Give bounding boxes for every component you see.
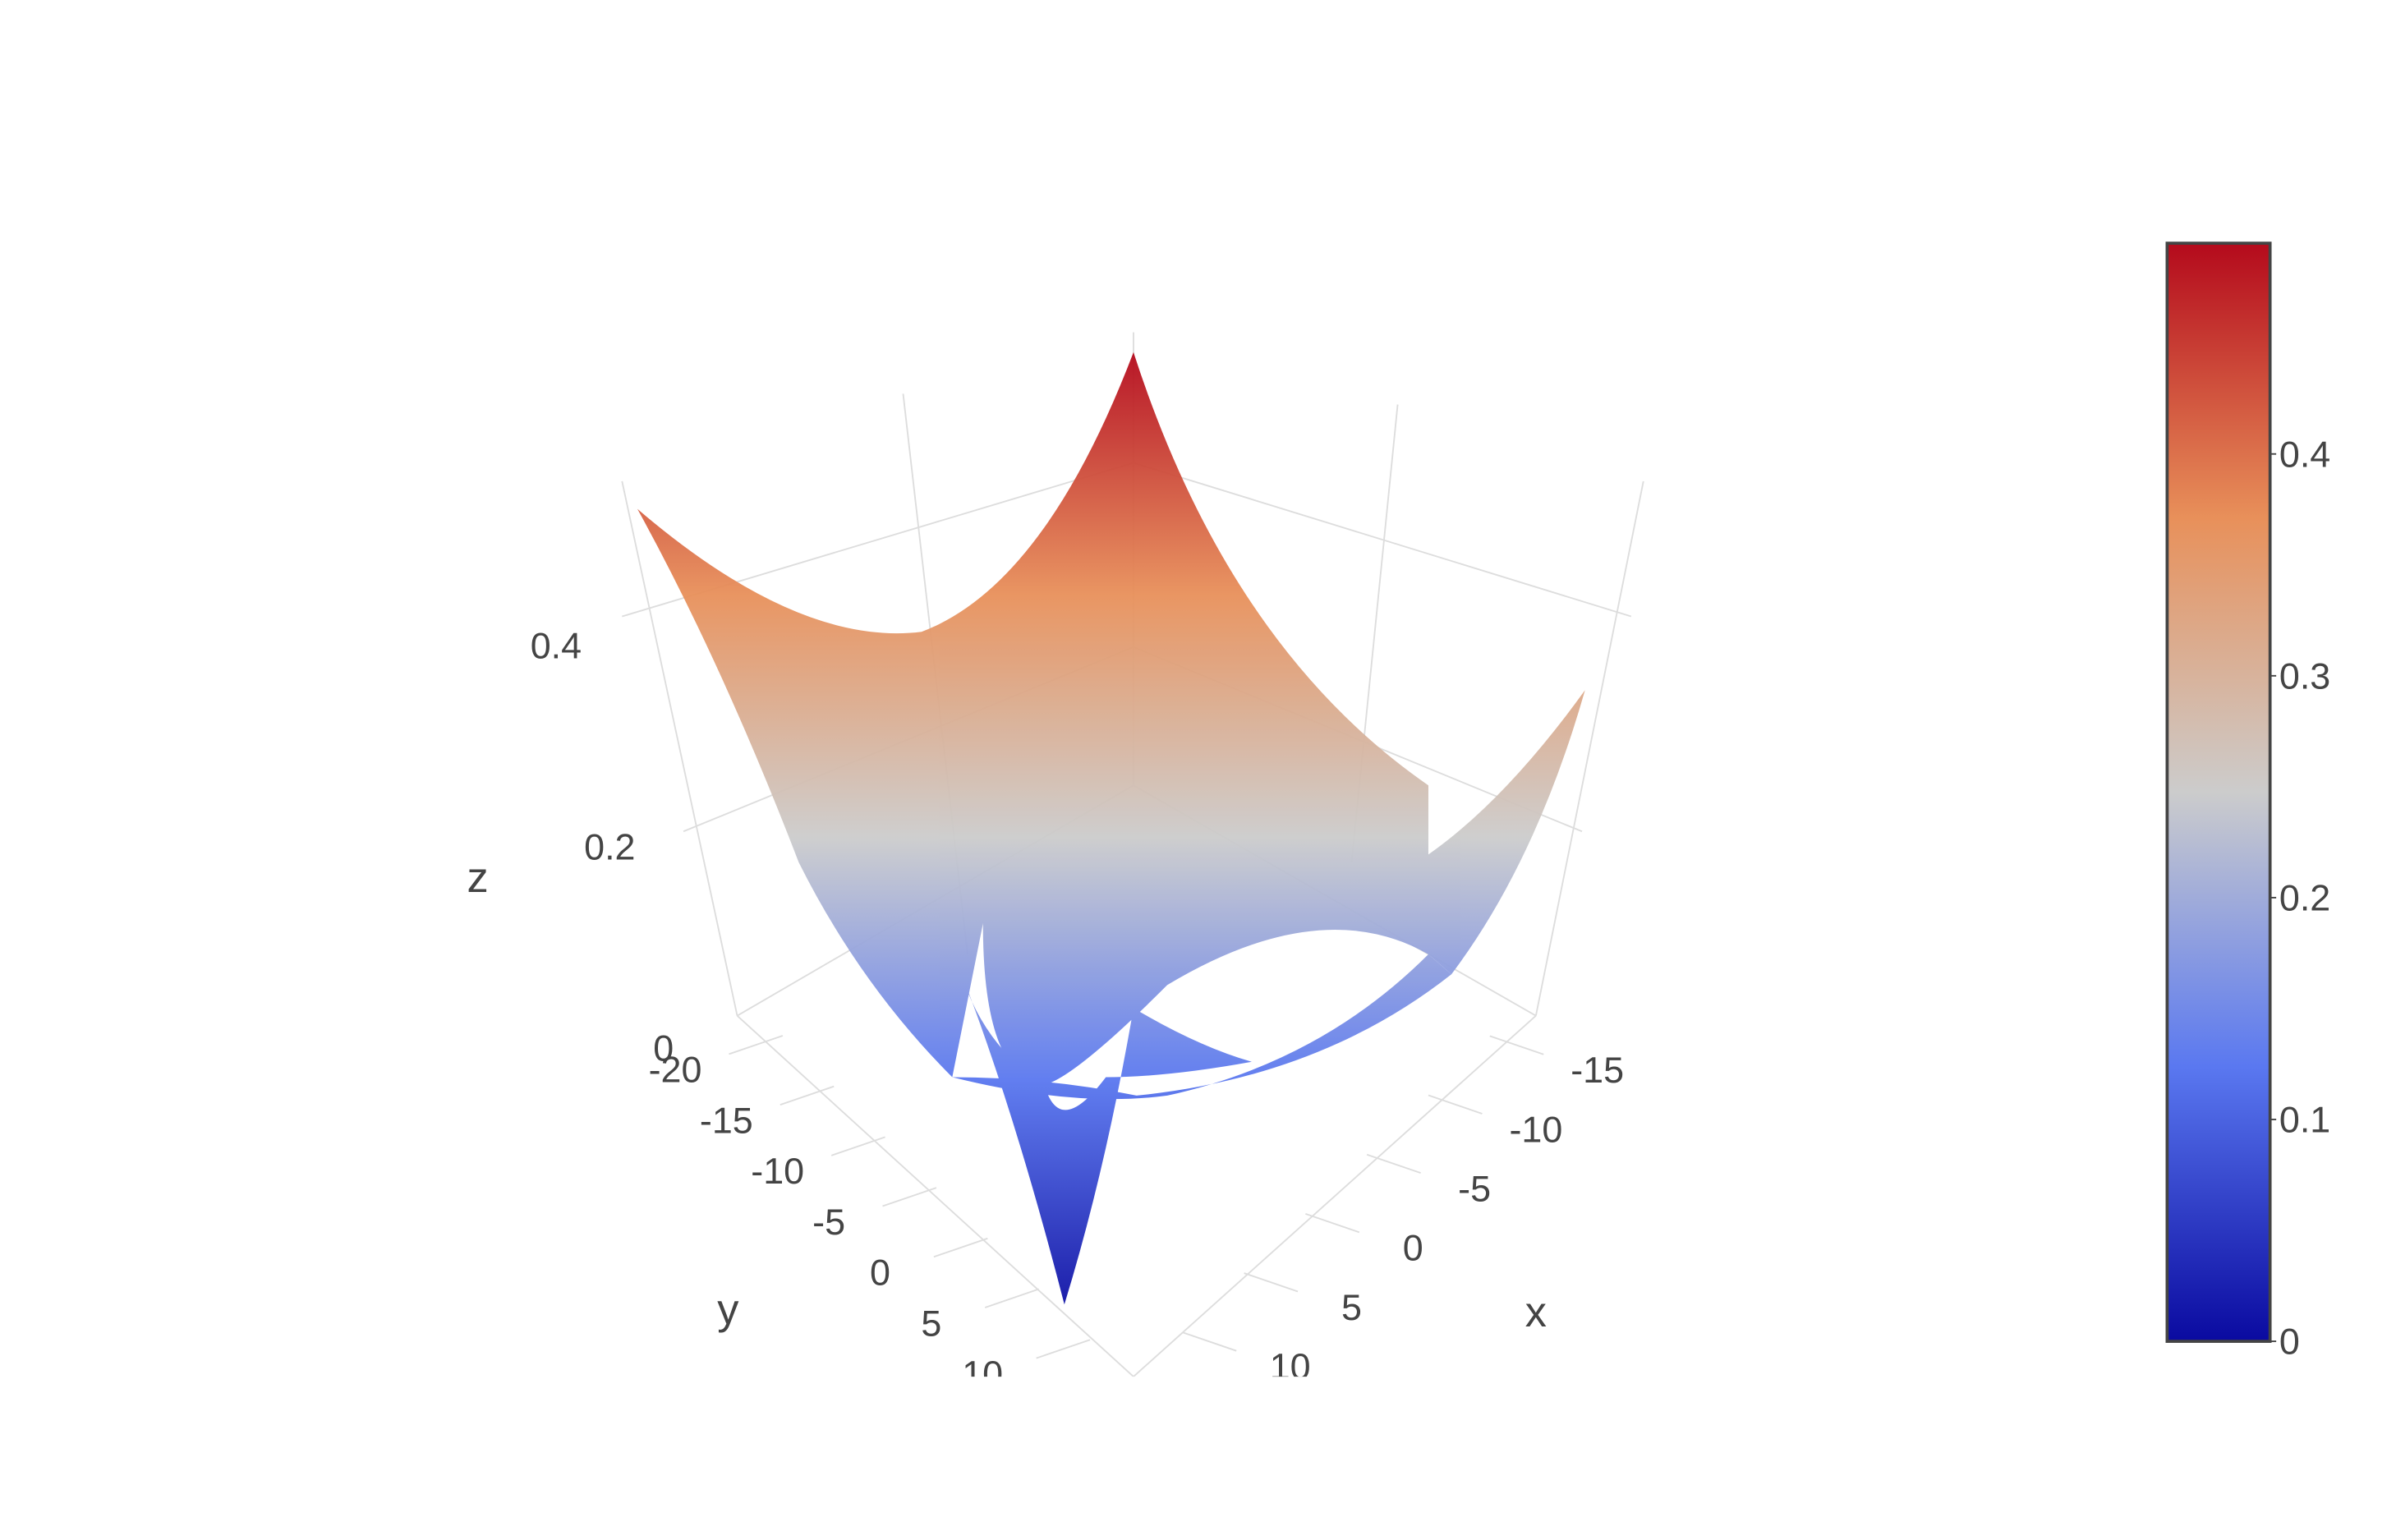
colorbar-tick-label: 0.4 [2279,433,2330,475]
surface-bowl-back [637,352,1428,1078]
colorbar-tick-label: 0.1 [2279,1099,2330,1141]
tick-mark [933,1237,988,1258]
tick-mark [1366,1153,1421,1175]
tick-label: 0 [1403,1227,1423,1269]
tick-label: 5 [921,1302,941,1344]
tick-label: 0 [653,1027,674,1069]
tick-mark [830,1136,885,1156]
tick-mark [1244,1272,1299,1293]
colorbar-tick-label: 0 [2279,1321,2300,1363]
tick-mark [1036,1339,1091,1359]
tick-mark [1182,1331,1237,1352]
tick-label: 5 [1341,1286,1362,1328]
tick-label: 0.4 [531,625,582,667]
colorbar [2165,241,2272,1343]
tick-label: -15 [1571,1049,1624,1091]
tick-label: -5 [812,1201,845,1243]
tick-mark [1305,1213,1360,1234]
tick-label: -20 [649,1049,702,1091]
tick-mark [1428,1094,1483,1115]
colorbar-tick-label: 0.2 [2279,877,2330,919]
tick-mark [780,1085,835,1106]
tick-mark [984,1288,1039,1308]
tick-mark [882,1187,937,1207]
tick-label: -10 [751,1150,804,1192]
tick-label: 10 [1270,1345,1311,1387]
tick-label: -10 [1509,1108,1562,1150]
tick-label: -5 [1458,1167,1491,1209]
surface-wing [982,690,1585,1085]
axis-title: z [467,854,488,902]
colorbar-tick-label: 0.3 [2279,655,2330,696]
tick-label: -15 [700,1099,753,1141]
tick-label: 0.2 [584,826,635,868]
axis-title: y [717,1285,739,1333]
tick-label: 0 [870,1252,890,1294]
axis-title: x [1525,1289,1547,1336]
tick-label: 10 [962,1353,1003,1395]
surface-spike [959,969,1252,1305]
tick-mark [729,1035,784,1055]
tick-mark [1489,1035,1544,1055]
surface [637,352,1585,1305]
